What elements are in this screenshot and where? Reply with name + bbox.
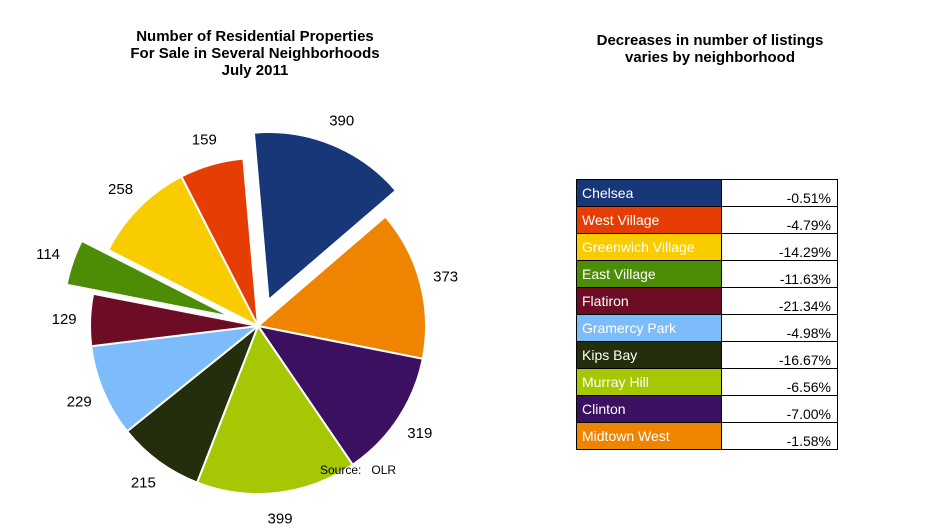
- table-row-greenwich-village: Greenwich Village -14.29%: [576, 233, 838, 261]
- table-row-midtown-west: Midtown West -1.58%: [576, 422, 838, 450]
- pie-label-greenwich-village: 258: [108, 181, 133, 198]
- table-row-flatiron: Flatiron -21.34%: [576, 287, 838, 315]
- pie-slice-east-village: [65, 239, 232, 318]
- table-title: Decreases in number of listings varies b…: [555, 32, 865, 66]
- neighborhood-name: Chelsea: [576, 179, 722, 207]
- neighborhood-name: Kips Bay: [576, 341, 722, 369]
- listing-change-value: -1.58%: [721, 422, 838, 450]
- listings-change-table: Chelsea -0.51% West Village -4.79% Greenwich…: [576, 179, 838, 450]
- pie-label-midtown-west: 373: [433, 269, 458, 286]
- neighborhood-name: Gramercy Park: [576, 314, 722, 342]
- neighborhood-name: West Village: [576, 206, 722, 234]
- neighborhood-name: Flatiron: [576, 287, 722, 315]
- listing-change-value: -14.29%: [721, 233, 838, 261]
- table-row-west-village: West Village -4.79%: [576, 206, 838, 234]
- pie-label-kips-bay: 215: [131, 475, 156, 492]
- table-row-east-village: East Village -11.63%: [576, 260, 838, 288]
- pie-label-clinton: 319: [407, 425, 432, 442]
- neighborhood-name: East Village: [576, 260, 722, 288]
- pie-label-murray-hill: 399: [268, 511, 293, 528]
- listing-change-value: -0.51%: [721, 179, 838, 207]
- neighborhood-name: Midtown West: [576, 422, 722, 450]
- pie-title-line-2: For Sale in Several Neighborhoods: [130, 45, 380, 62]
- listing-change-value: -7.00%: [721, 395, 838, 423]
- pie-label-east-village: 114: [36, 246, 60, 263]
- pie-slice-kips-bay: [125, 322, 261, 484]
- pie-label-flatiron: 129: [52, 311, 77, 328]
- pie-slice-greenwich-village: [106, 175, 261, 329]
- listing-change-value: -16.67%: [721, 341, 838, 369]
- pie-title-line-1: Number of Residential Properties: [136, 28, 374, 45]
- table-title-line-2: varies by neighborhood: [624, 49, 796, 66]
- table-row-kips-bay: Kips Bay -16.67%: [576, 341, 838, 369]
- listing-change-value: -6.56%: [721, 368, 838, 396]
- neighborhood-name: Clinton: [576, 395, 722, 423]
- listing-change-value: -4.98%: [721, 314, 838, 342]
- table-title-line-1: Decreases in number of listings: [596, 32, 824, 49]
- neighborhood-name: Murray Hill: [576, 368, 722, 396]
- table-row-murray-hill: Murray Hill -6.56%: [576, 368, 838, 396]
- listing-change-value: -11.63%: [721, 260, 838, 288]
- pie-title-line-3: July 2011: [221, 62, 289, 79]
- pie-label-west-village: 159: [192, 132, 217, 149]
- pie-slice-midtown-west: [255, 215, 427, 360]
- pie-slice-murray-hill: [195, 323, 355, 495]
- table-row-clinton: Clinton -7.00%: [576, 395, 838, 423]
- pie-slice-flatiron: [89, 292, 259, 348]
- pie-slice-gramercy-park: [90, 324, 262, 433]
- neighborhood-name: Greenwich Village: [576, 233, 722, 261]
- listing-change-value: -4.79%: [721, 206, 838, 234]
- table-row-gramercy-park: Gramercy Park -4.98%: [576, 314, 838, 342]
- source-note: Source: OLR: [320, 463, 397, 477]
- pie-slice-clinton: [255, 324, 424, 467]
- table-row-chelsea: Chelsea -0.51%: [576, 179, 838, 207]
- pie-label-chelsea: 390: [329, 112, 354, 129]
- pie-chart-title: Number of Residential Properties For Sal…: [100, 28, 410, 79]
- pie-slice-chelsea: [252, 131, 398, 303]
- pie-slice-west-village: [180, 157, 259, 327]
- pie-label-gramercy-park: 229: [67, 393, 92, 410]
- listing-change-value: -21.34%: [721, 287, 838, 315]
